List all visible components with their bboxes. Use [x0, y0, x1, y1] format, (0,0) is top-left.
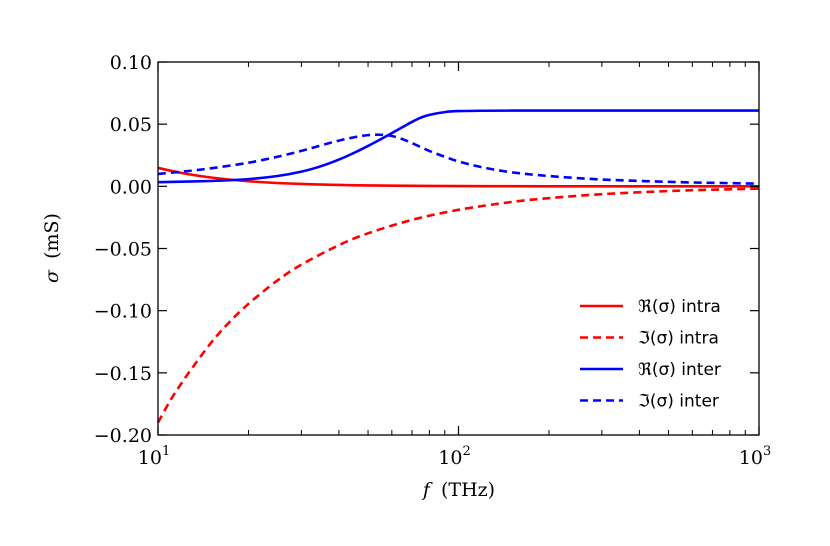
- series-layer: [156, 109, 760, 424]
- x-tick-label: 103: [739, 444, 771, 469]
- series-line-im-intra: [156, 187, 760, 424]
- x-tick-label: 101: [138, 444, 170, 469]
- y-axis-label: σ (mS): [41, 213, 63, 283]
- series-line-re-inter: [157, 109, 759, 184]
- y-tick-label: 0.00: [110, 176, 152, 198]
- y-tick-label: −0.20: [94, 425, 152, 447]
- series-line-im-inter: [157, 133, 760, 185]
- y-tick-label: 0.10: [110, 52, 152, 74]
- y-axis-symbol: σ: [41, 269, 63, 283]
- y-tick-label: −0.10: [94, 301, 152, 323]
- x-axis-unit: (THz): [441, 479, 495, 501]
- legend-label-re-intra: ℜ(σ) intra: [638, 297, 721, 317]
- y-tick-label: 0.05: [110, 114, 152, 136]
- series-line-re-intra: [157, 166, 760, 188]
- legend-label-re-inter: ℜ(σ) inter: [638, 360, 721, 380]
- plot-frame: [157, 61, 760, 436]
- x-tick-label: 102: [438, 444, 470, 469]
- y-tick-label: −0.15: [94, 363, 152, 385]
- ticks-layer: 101 102 103 0.10 0.05 0.00 −0.05 −0.10 −0.15 −0.2…: [94, 52, 771, 469]
- legend-label-im-intra: ℑ(σ) intra: [638, 329, 719, 349]
- legend-label-im-inter: ℑ(σ) inter: [638, 392, 719, 412]
- x-axis-label: f (THz): [421, 479, 495, 501]
- x-axis-symbol: f: [421, 479, 433, 501]
- legend: ℜ(σ) intra ℑ(σ) intra ℜ(σ) inter ℑ(σ) inter: [580, 297, 721, 412]
- svg-text:f (THz): f (THz): [421, 479, 495, 501]
- y-tick-label: −0.05: [94, 239, 152, 261]
- y-axis-unit: (mS): [41, 213, 63, 259]
- svg-text:σ (mS): σ (mS): [41, 213, 63, 283]
